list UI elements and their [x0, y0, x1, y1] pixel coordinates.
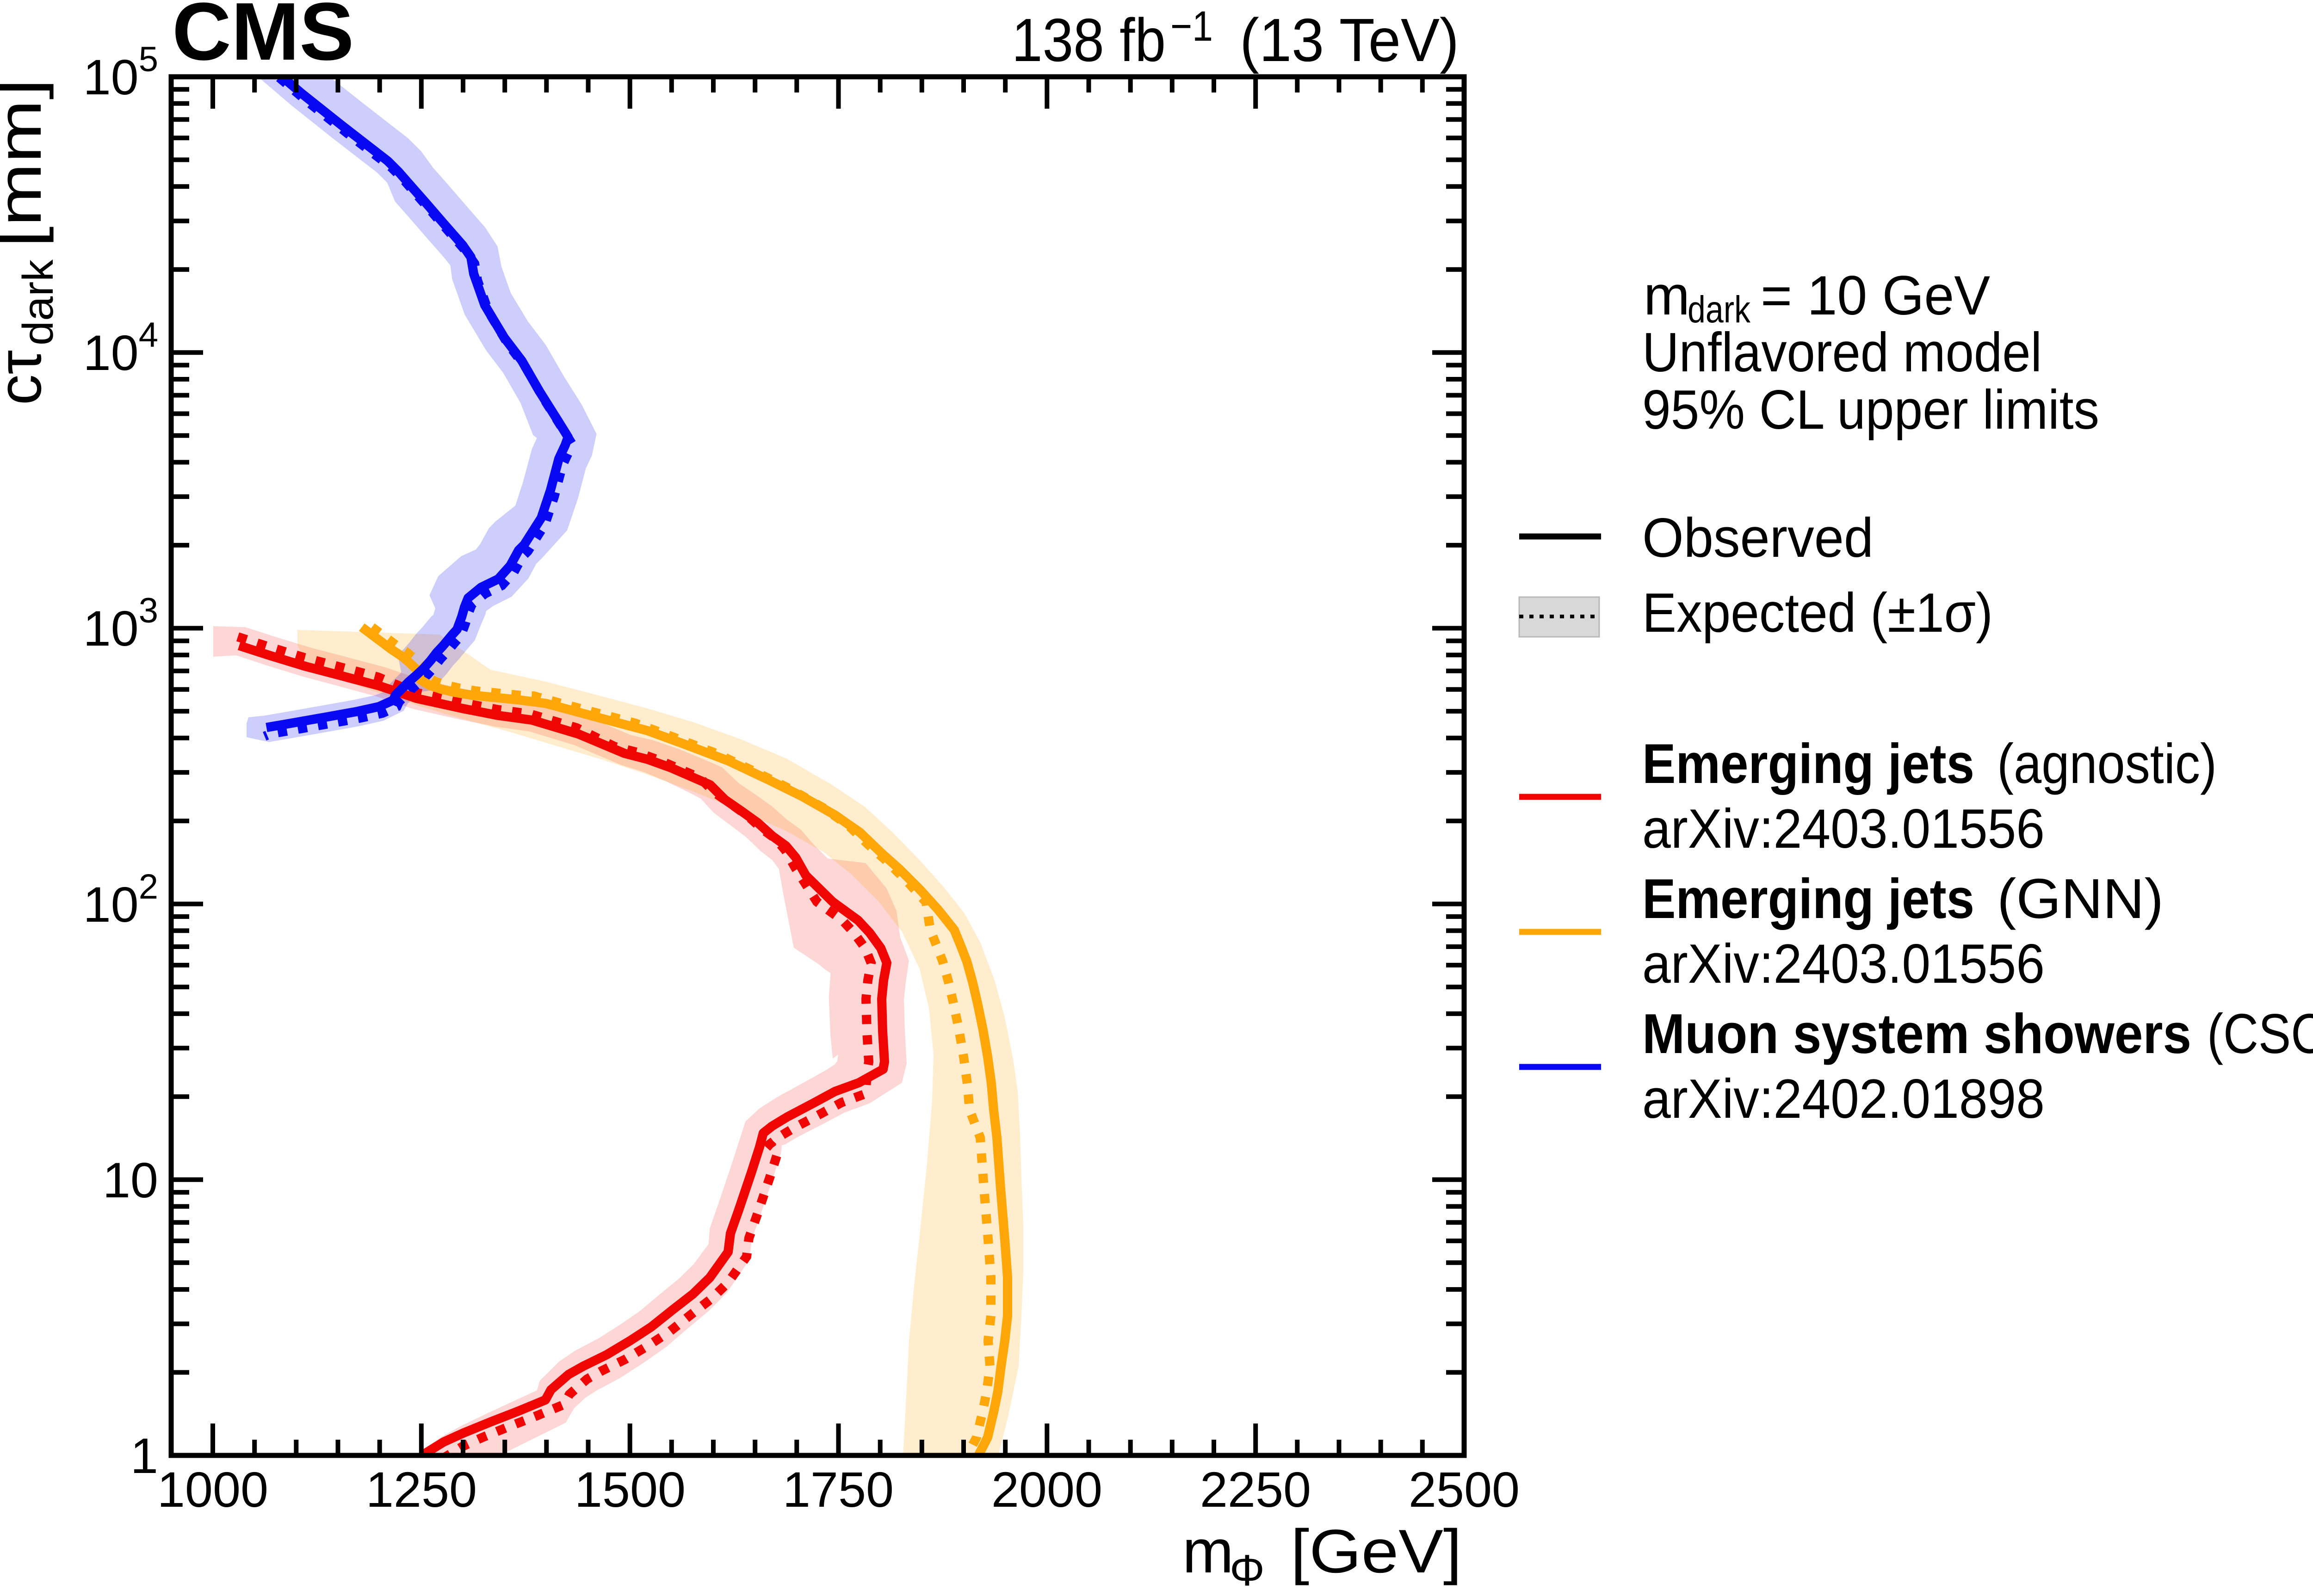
svg-text:Emerging jets: Emerging jets: [1642, 867, 1974, 930]
svg-text:(agnostic): (agnostic): [1997, 732, 2217, 795]
svg-text:arXiv:2403.01556: arXiv:2403.01556: [1642, 798, 2045, 860]
svg-text:[mm]: [mm]: [0, 79, 54, 247]
svg-text:[GeV]: [GeV]: [1291, 1517, 1462, 1586]
svg-text:1000: 1000: [157, 1461, 268, 1517]
svg-text:−1: −1: [1170, 3, 1213, 50]
svg-text:m: m: [1644, 265, 1690, 327]
svg-text:95% CL upper limits: 95% CL upper limits: [1642, 379, 2099, 441]
svg-text:10: 10: [103, 1152, 158, 1208]
svg-text:2250: 2250: [1200, 1461, 1311, 1517]
svg-text:1: 1: [130, 1428, 158, 1484]
svg-text:m: m: [1182, 1517, 1234, 1586]
svg-text:Muon system showers: Muon system showers: [1642, 1002, 2191, 1065]
svg-text:arXiv:2403.01556: arXiv:2403.01556: [1642, 933, 2045, 995]
svg-text:2000: 2000: [991, 1461, 1102, 1517]
svg-text:1250: 1250: [366, 1461, 477, 1517]
svg-text:Expected (±1σ): Expected (±1σ): [1642, 582, 1993, 644]
svg-text:cτ: cτ: [0, 350, 54, 405]
svg-text:(13 TeV): (13 TeV): [1240, 6, 1459, 74]
svg-text:1500: 1500: [575, 1461, 686, 1517]
svg-text:dark: dark: [1688, 289, 1751, 331]
svg-text:arXiv:2402.01898: arXiv:2402.01898: [1642, 1068, 2045, 1130]
svg-text:Observed: Observed: [1642, 507, 1874, 569]
svg-text:dark: dark: [14, 259, 62, 345]
svg-text:Emerging jets: Emerging jets: [1642, 732, 1974, 795]
svg-text:Φ: Φ: [1230, 1546, 1265, 1595]
svg-text:(GNN): (GNN): [1997, 867, 2164, 930]
svg-text:(CSC-only): (CSC-only): [2207, 1002, 2313, 1065]
svg-text:104: 104: [83, 315, 158, 381]
svg-text:= 10 GeV: = 10 GeV: [1761, 265, 1990, 327]
svg-text:CMS: CMS: [172, 0, 354, 77]
svg-text:138 fb: 138 fb: [1012, 6, 1166, 74]
svg-text:2500: 2500: [1409, 1461, 1520, 1517]
svg-text:Unflavored model: Unflavored model: [1642, 321, 2042, 383]
svg-text:1750: 1750: [783, 1461, 894, 1517]
